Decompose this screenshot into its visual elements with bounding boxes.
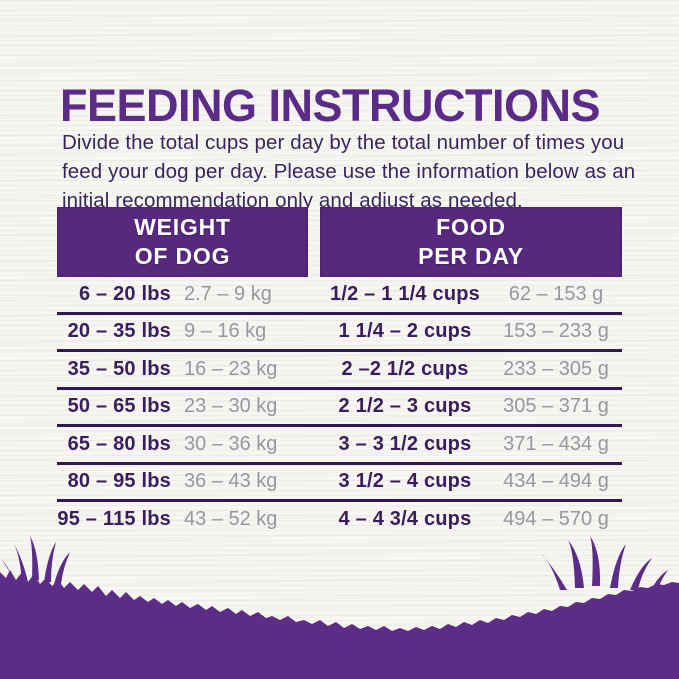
table-row: 65 – 80 lbs 30 – 36 kg 3 – 3 1/2 cups 37…: [57, 427, 622, 465]
food-cups-cell: 3 1/2 – 4 cups: [338, 470, 472, 493]
page-title: FEEDING INSTRUCTIONS: [60, 80, 601, 132]
weight-of-dog-header: WEIGHT OF DOG: [57, 207, 308, 277]
grass-silhouette: [0, 536, 679, 679]
weight-lbs-cell: 6 – 20 lbs: [78, 282, 171, 305]
intro-line-1: Divide the total cups per day by the tot…: [62, 131, 625, 154]
weight-lbs-cell: 65 – 80 lbs: [67, 432, 171, 455]
food-cups-cell: 2 1/2 – 3 cups: [338, 395, 472, 418]
table-row: 35 – 50 lbs 16 – 23 kg 2 –2 1/2 cups 233…: [57, 352, 622, 390]
food-grams-cell: 434 – 494 g: [503, 470, 609, 493]
table-row: 20 – 35 lbs 9 – 16 kg 1 1/4 – 2 cups 153…: [57, 315, 622, 352]
weight-lbs-cell: 20 – 35 lbs: [67, 320, 171, 343]
feeding-table-header: WEIGHT OF DOG FOOD PER DAY: [57, 207, 622, 277]
intro-line-3: initial recommendation only and adjust a…: [62, 189, 523, 212]
food-grams-cell: 153 – 233 g: [503, 320, 609, 343]
food-cups-cell: 2 –2 1/2 cups: [341, 357, 469, 380]
table-row: 80 – 95 lbs 36 – 43 kg 3 1/2 – 4 cups 43…: [57, 465, 622, 502]
food-grams-cell: 371 – 434 g: [503, 432, 609, 455]
weight-kg-cell: 43 – 52 kg: [184, 507, 278, 530]
weight-lbs-cell: 50 – 65 lbs: [67, 395, 171, 418]
food-grams-cell: 233 – 305 g: [503, 357, 609, 380]
weight-kg-cell: 23 – 30 kg: [184, 395, 278, 418]
food-header-line1: FOOD: [436, 214, 506, 240]
food-cups-cell: 3 – 3 1/2 cups: [338, 432, 472, 455]
weight-kg-cell: 2.7 – 9 kg: [184, 282, 272, 305]
weight-header-line1: WEIGHT: [134, 214, 231, 240]
weight-lbs-cell: 80 – 95 lbs: [67, 470, 171, 493]
table-row: 95 – 115 lbs 43 – 52 kg 4 – 4 3/4 cups 4…: [57, 502, 622, 537]
weight-lbs-cell: 35 – 50 lbs: [67, 357, 171, 380]
weight-kg-cell: 30 – 36 kg: [184, 432, 278, 455]
food-cups-cell: 1 1/4 – 2 cups: [338, 320, 472, 343]
table-row: 50 – 65 lbs 23 – 30 kg 2 1/2 – 3 cups 30…: [57, 390, 622, 427]
feeding-table: 6 – 20 lbs 2.7 – 9 kg 1/2 – 1 1/4 cups 6…: [57, 277, 622, 537]
food-grams-cell: 494 – 570 g: [503, 507, 609, 530]
weight-kg-cell: 16 – 23 kg: [184, 357, 278, 380]
food-cups-cell: 4 – 4 3/4 cups: [338, 507, 472, 530]
weight-kg-cell: 36 – 43 kg: [184, 470, 278, 493]
food-grams-cell: 305 – 371 g: [503, 395, 609, 418]
intro-paragraph: Divide the total cups per day by the tot…: [62, 128, 647, 215]
weight-kg-cell: 9 – 16 kg: [184, 320, 267, 343]
food-per-day-header: FOOD PER DAY: [320, 207, 622, 277]
weight-header-line2: OF DOG: [134, 243, 231, 269]
table-row: 6 – 20 lbs 2.7 – 9 kg 1/2 – 1 1/4 cups 6…: [57, 277, 622, 315]
food-grams-cell: 62 – 153 g: [508, 282, 604, 305]
food-cups-cell: 1/2 – 1 1/4 cups: [330, 282, 480, 305]
weight-lbs-cell: 95 – 115 lbs: [57, 507, 171, 530]
food-header-line2: PER DAY: [418, 243, 524, 269]
intro-line-2: feed your dog per day. Please use the in…: [62, 160, 636, 183]
